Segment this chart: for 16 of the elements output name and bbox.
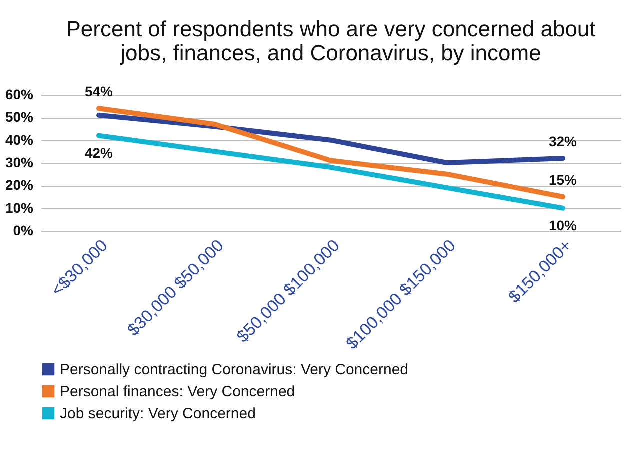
y-tick-label: 10%	[5, 200, 34, 216]
chart-title: Percent of respondents who are very concerned about jobs, finances, and Coronavirus, by income	[66, 16, 596, 66]
y-tick-label: 40%	[5, 132, 34, 148]
data-label: 32%	[548, 133, 578, 150]
data-label: 42%	[84, 144, 114, 161]
y-tick-label: 0%	[13, 222, 34, 238]
data-label: 15%	[548, 172, 578, 188]
y-tick-label: 50%	[5, 109, 34, 126]
data-label: 10%	[548, 217, 578, 234]
legend-label: Personal finances: Very Concerned	[60, 384, 296, 400]
y-tick-label: 20%	[5, 177, 34, 194]
data-label: 54%	[84, 84, 114, 100]
y-tick-label: 30%	[5, 154, 34, 170]
legend-label: Personally contracting Coronavirus: Very Concerned	[60, 362, 409, 378]
y-tick-label: 60%	[5, 86, 34, 102]
legend-label: Job security: Very Concerned	[60, 406, 256, 422]
